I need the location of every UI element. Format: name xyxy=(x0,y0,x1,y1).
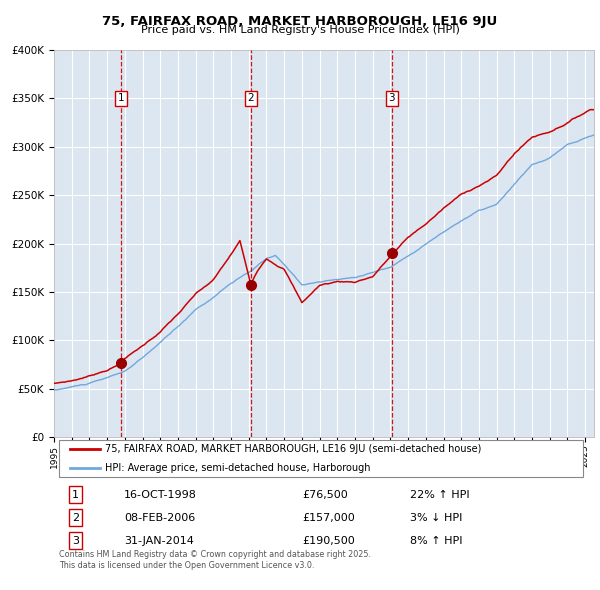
Text: 1: 1 xyxy=(72,490,79,500)
FancyBboxPatch shape xyxy=(59,440,583,477)
Text: 1: 1 xyxy=(118,93,124,103)
Text: 8% ↑ HPI: 8% ↑ HPI xyxy=(410,536,463,546)
Text: 22% ↑ HPI: 22% ↑ HPI xyxy=(410,490,470,500)
Text: 2: 2 xyxy=(247,93,254,103)
Text: 3: 3 xyxy=(72,536,79,546)
Text: £157,000: £157,000 xyxy=(302,513,355,523)
Text: 16-OCT-1998: 16-OCT-1998 xyxy=(124,490,197,500)
Text: Price paid vs. HM Land Registry's House Price Index (HPI): Price paid vs. HM Land Registry's House … xyxy=(140,25,460,35)
Text: £76,500: £76,500 xyxy=(302,490,348,500)
Text: 75, FAIRFAX ROAD, MARKET HARBOROUGH, LE16 9JU (semi-detached house): 75, FAIRFAX ROAD, MARKET HARBOROUGH, LE1… xyxy=(106,444,482,454)
Text: 75, FAIRFAX ROAD, MARKET HARBOROUGH, LE16 9JU: 75, FAIRFAX ROAD, MARKET HARBOROUGH, LE1… xyxy=(103,15,497,28)
Text: Contains HM Land Registry data © Crown copyright and database right 2025.
This d: Contains HM Land Registry data © Crown c… xyxy=(59,550,371,570)
Text: 31-JAN-2014: 31-JAN-2014 xyxy=(124,536,194,546)
Text: 3% ↓ HPI: 3% ↓ HPI xyxy=(410,513,463,523)
Text: 08-FEB-2006: 08-FEB-2006 xyxy=(124,513,196,523)
Text: 3: 3 xyxy=(388,93,395,103)
Text: 2: 2 xyxy=(72,513,79,523)
Text: HPI: Average price, semi-detached house, Harborough: HPI: Average price, semi-detached house,… xyxy=(106,463,371,473)
Text: £190,500: £190,500 xyxy=(302,536,355,546)
